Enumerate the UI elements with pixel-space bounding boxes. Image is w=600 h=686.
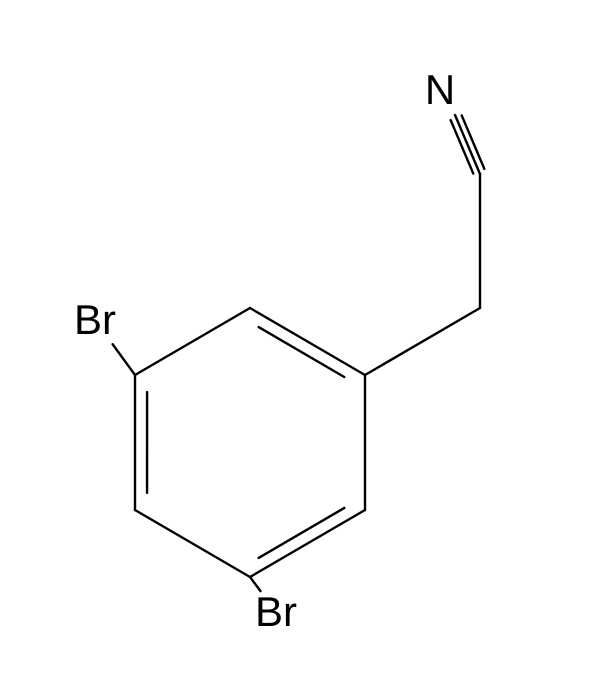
bromine-atom-label-2: Br [255,588,297,636]
molecule-canvas: N Br Br [0,0,600,686]
bromine-atom-label-1: Br [74,296,116,344]
nitrogen-atom-label: N [425,66,455,114]
